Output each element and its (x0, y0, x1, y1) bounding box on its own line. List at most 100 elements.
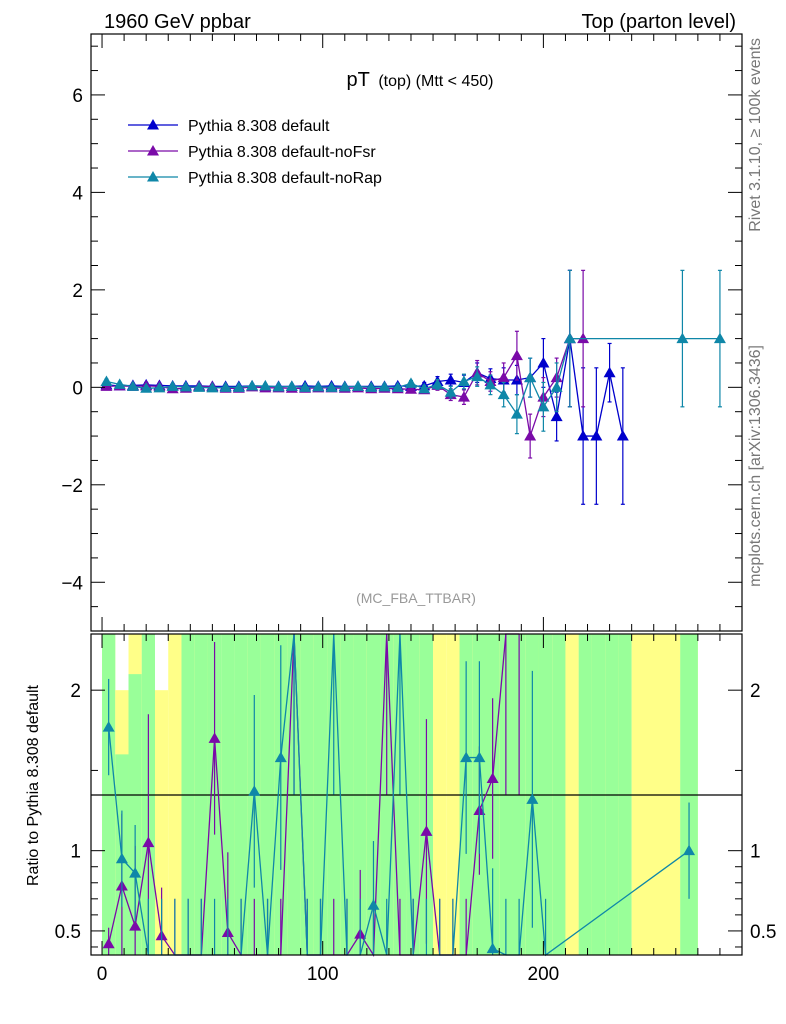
data-point (325, 381, 338, 392)
main-axes: −4 −2 0 2 4 6 (61, 34, 743, 631)
ratio-tick-label-right: 2 (750, 681, 761, 702)
ratio-point (248, 785, 261, 796)
main-frame (90, 33, 743, 632)
data-point (259, 379, 272, 391)
data-point (113, 378, 126, 389)
ratio-point (115, 852, 128, 864)
ratio-point (274, 751, 287, 763)
data-point (590, 430, 603, 441)
ratio-point (486, 942, 499, 954)
data-point (272, 380, 285, 392)
ratio-point (129, 920, 142, 931)
ratio-tick-label-right: 0.5 (750, 922, 776, 943)
data-point (550, 381, 563, 392)
header-right: Top (parton level) (581, 11, 736, 33)
main-series-layer (100, 269, 726, 505)
data-point (510, 408, 523, 419)
x-tick-label: 100 (307, 964, 339, 985)
ratio-frame (90, 633, 743, 956)
series-2 (100, 269, 726, 435)
ratio-panel: 0.5 0.5 1 1 2 2 Ratio to Pythia 8.308 default (25, 633, 776, 958)
data-point (418, 382, 431, 394)
data-point (616, 430, 629, 441)
data-point (550, 410, 563, 422)
ratio-point (208, 732, 221, 743)
data-point (232, 381, 245, 392)
data-point (100, 375, 113, 386)
legend-label: Pythia 8.308 default-noFsr (188, 144, 376, 161)
data-point (577, 332, 590, 344)
x-tick-label: 0 (97, 964, 108, 985)
data-point (140, 382, 153, 393)
legend-marker (147, 145, 159, 156)
data-point (378, 380, 391, 392)
ratio-band-yellow (154, 690, 169, 955)
data-point (510, 349, 523, 361)
y-tick-label: 2 (72, 281, 83, 302)
legend-label: Pythia 8.308 default-noRap (188, 170, 382, 187)
data-point (193, 381, 206, 392)
y-tick-label: −2 (61, 476, 83, 497)
data-point (537, 400, 550, 412)
ratio-point (102, 937, 115, 949)
ratio-axes: 0.5 0.5 1 1 2 2 (55, 634, 776, 955)
data-point (404, 383, 417, 394)
data-point (471, 370, 484, 382)
y-tick-label: 4 (72, 183, 83, 204)
data-point (312, 380, 325, 392)
data-point (431, 378, 444, 389)
ratio-tick-label-right: 1 (750, 842, 761, 863)
data-point (352, 380, 365, 391)
data-point (524, 430, 537, 441)
data-point (444, 386, 457, 397)
ratio-point (460, 751, 473, 763)
title-main: pT (347, 69, 370, 91)
data-point (285, 380, 298, 391)
ratio-ylabel: Ratio to Pythia 8.308 default (25, 684, 42, 886)
ratio-point (473, 751, 486, 763)
data-point (299, 381, 312, 392)
data-point (179, 380, 192, 392)
ratio-band-green (128, 674, 142, 955)
ratio-point (420, 825, 433, 836)
ratio-point (102, 721, 115, 732)
data-point (365, 381, 378, 392)
data-point (713, 332, 726, 344)
data-point (497, 388, 510, 400)
data-point (338, 380, 351, 392)
legend: Pythia 8.308 default Pythia 8.308 default… (128, 118, 382, 187)
data-point (391, 381, 404, 392)
data-point (444, 374, 457, 385)
series-1 (100, 269, 590, 459)
y-tick-label: 6 (72, 86, 83, 107)
y-tick-label: 0 (72, 378, 83, 399)
data-point (246, 379, 259, 391)
ratio-point (683, 844, 696, 856)
x-tick-label: 200 (528, 964, 560, 985)
ratio-tick-label: 2 (70, 681, 81, 702)
ratio-point (142, 836, 155, 848)
data-point (457, 391, 470, 402)
data-point (457, 375, 470, 386)
header-left: 1960 GeV ppbar (104, 11, 251, 33)
data-point (524, 371, 537, 383)
mcplots-label: mcplots.cern.ch [arXiv:1306.3436] (747, 345, 764, 587)
data-point (497, 371, 510, 383)
legend-marker (147, 119, 159, 130)
data-point (484, 378, 497, 390)
watermark: (MC_FBA_TTBAR) (356, 590, 476, 606)
data-point (563, 332, 576, 344)
ratio-point (526, 793, 539, 804)
data-point (676, 332, 689, 344)
data-point (537, 356, 550, 368)
ratio-point (486, 772, 499, 783)
rivet-label: Rivet 3.1.10, ≥ 100k events (747, 38, 764, 232)
data-point (219, 381, 232, 392)
data-point (153, 381, 166, 393)
title-sub: (top) (Mtt < 450) (378, 73, 493, 90)
ratio-tick-label: 1 (70, 842, 81, 863)
main-panel: −4 −2 0 2 4 6 pT (top) (Mtt < 450) (MC_FBA_TT… (61, 33, 743, 632)
data-point (404, 377, 417, 388)
legend-label: Pythia 8.308 default (188, 118, 330, 135)
